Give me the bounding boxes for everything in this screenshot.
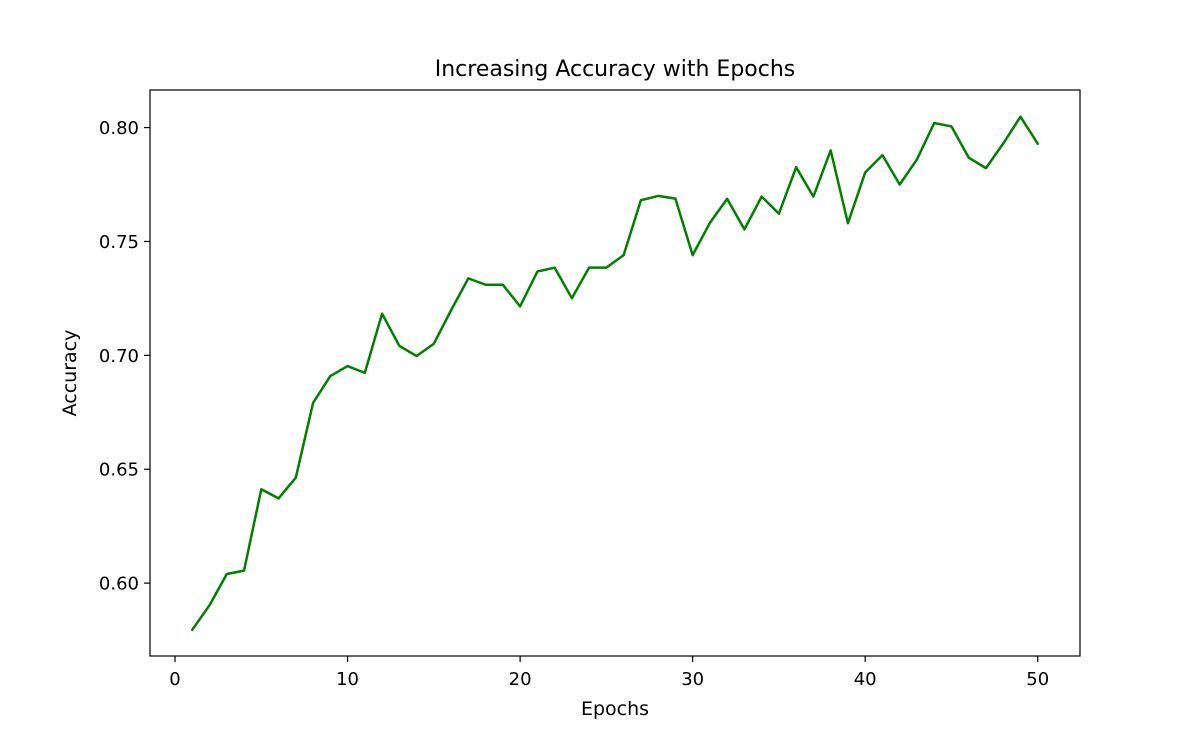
- x-axis: 0 10 20 30 40 50: [169, 656, 1049, 690]
- y-tick-label: 0.80: [99, 118, 139, 139]
- x-tick-label: 20: [509, 669, 532, 690]
- y-tick-label: 0.75: [99, 232, 139, 253]
- y-tick-label: 0.60: [99, 574, 139, 595]
- y-tick-label: 0.65: [99, 460, 139, 481]
- x-axis-label: Epochs: [581, 698, 649, 720]
- x-tick-label: 50: [1026, 669, 1049, 690]
- y-tick-label: 0.70: [99, 346, 139, 367]
- y-axis-label: Accuracy: [59, 330, 81, 417]
- series-line-0: [191, 115, 1039, 632]
- x-tick-label: 0: [169, 669, 180, 690]
- y-axis: 0.60 0.65 0.70 0.75 0.80: [99, 118, 150, 595]
- x-tick-label: 30: [681, 669, 704, 690]
- x-tick-label: 10: [336, 669, 359, 690]
- x-tick-label: 40: [854, 669, 877, 690]
- plot-area: [191, 115, 1039, 632]
- chart-title: Increasing Accuracy with Epochs: [435, 57, 796, 82]
- plot-frame: [149, 89, 1081, 657]
